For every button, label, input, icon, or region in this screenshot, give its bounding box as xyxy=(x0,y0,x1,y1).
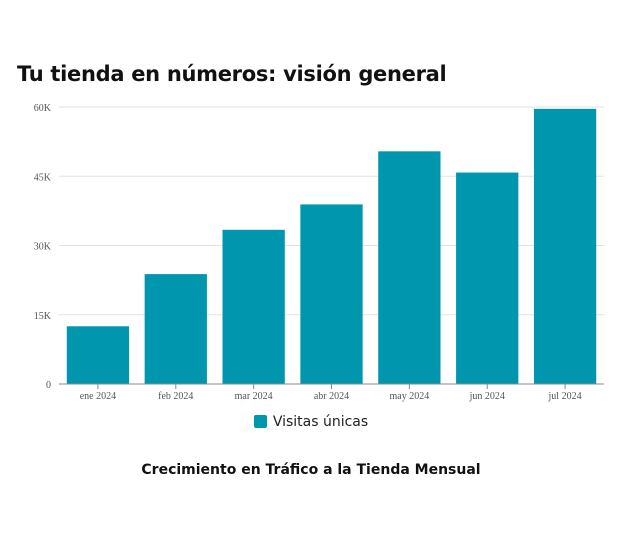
x-tick-label: ene 2024 xyxy=(80,391,116,402)
y-tick-label: 15K xyxy=(34,311,52,322)
legend: Visitas únicas xyxy=(0,414,622,430)
bar-abr-2024 xyxy=(300,204,363,384)
legend-label: Visitas únicas xyxy=(272,414,369,430)
x-tick-label: abr 2024 xyxy=(314,391,349,402)
y-tick-label: 0 xyxy=(46,380,51,391)
bar-may-2024 xyxy=(378,151,441,384)
bar-ene-2024 xyxy=(66,326,130,384)
x-tick-label: mar 2024 xyxy=(235,391,273,402)
x-tick-label: jul 2024 xyxy=(548,391,582,402)
bar-jun-2024 xyxy=(456,172,519,384)
x-tick-label: may 2024 xyxy=(389,391,429,402)
y-tick-label: 45K xyxy=(34,172,52,183)
y-tick-label: 60K xyxy=(34,103,52,114)
x-tick-label: jun 2024 xyxy=(469,391,505,402)
y-tick-label: 30K xyxy=(34,242,52,253)
chart-title: Tu tienda en números: visión general xyxy=(17,62,447,86)
bar-jul-2024 xyxy=(533,108,597,384)
x-tick-label: feb 2024 xyxy=(158,391,193,402)
legend-swatch xyxy=(253,415,267,428)
bar-mar-2024 xyxy=(222,229,285,384)
chart-caption: Crecimiento en Tráfico a la Tienda Mensu… xyxy=(141,462,481,478)
bar-feb-2024 xyxy=(144,274,207,384)
bar-chart: 0 15K 30K 45K 60K ene 2024 feb 2024 mar 2024 abr… xyxy=(34,103,604,402)
